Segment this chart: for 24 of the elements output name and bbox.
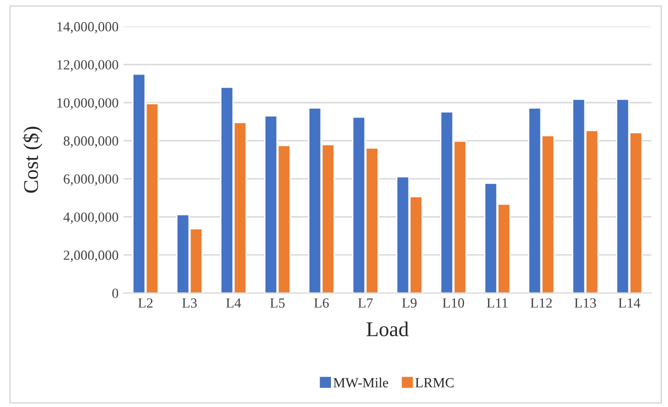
x-tick-label: L12	[530, 298, 552, 308]
x-tick-label: L4	[226, 298, 242, 308]
x-tick-label: L5	[270, 298, 285, 308]
y-tick-label: 0	[112, 288, 118, 298]
x-tick-label: L11	[486, 298, 508, 308]
legend-label: LRMC	[415, 378, 454, 388]
x-tick-label: L13	[574, 298, 596, 308]
y-tick-label: 10,000,000	[57, 98, 118, 110]
y-tick-label: 12,000,000	[57, 60, 118, 72]
x-tick-label: L14	[618, 298, 640, 308]
y-axis-title: Cost ($)	[22, 126, 42, 193]
y-tick-label: 8,000,000	[64, 136, 118, 148]
x-tick-label: L6	[314, 298, 329, 308]
legend-label: MW-Mile	[333, 378, 388, 388]
x-tick-label: L9	[402, 298, 417, 308]
x-tick-label: L3	[182, 298, 197, 308]
x-tick-label: L2	[138, 298, 153, 308]
y-tick-label: 2,000,000	[64, 250, 118, 262]
x-tick-label: L10	[442, 298, 464, 308]
y-tick-label: 14,000,000	[57, 22, 118, 34]
x-tick-label: L7	[358, 298, 373, 308]
y-tick-label: 6,000,000	[64, 174, 118, 186]
x-axis-title: Load	[366, 322, 409, 336]
y-tick-label: 4,000,000	[63, 212, 118, 224]
